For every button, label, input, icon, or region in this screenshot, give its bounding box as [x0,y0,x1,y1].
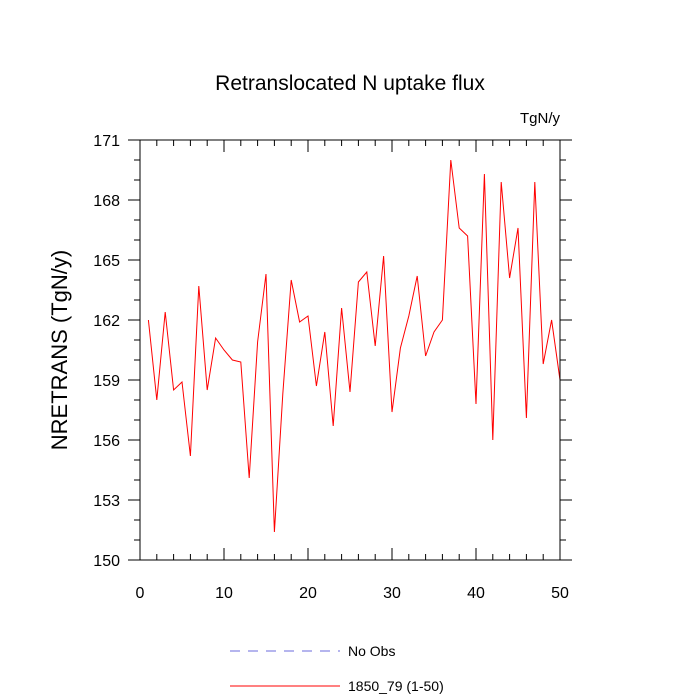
plot-frame [139,139,561,561]
x-tick-label: 30 [383,585,401,602]
y-tick-label: 171 [93,133,120,150]
legend-label: 1850_79 (1-50) [348,678,444,694]
tick-labels: 0 10 20 30 40 50 150 153 156 159 162 165 168 171 [93,133,569,602]
y-tick-label: 150 [93,553,120,570]
series-line [147,159,561,533]
legend: No Obs 1850_79 (1-50) [230,643,444,694]
axis-ticks [128,139,572,561]
y-tick-label: 153 [93,493,120,510]
x-tick-label: 50 [551,585,569,602]
y-tick-label: 156 [93,433,120,450]
x-tick-label: 40 [467,585,485,602]
chart-title: Retranslocated N uptake flux [215,72,485,95]
x-tick-label: 10 [215,585,233,602]
legend-label: No Obs [348,643,395,659]
y-tick-label: 162 [93,313,120,330]
y-tick-label: 159 [93,373,120,390]
y-tick-label: 165 [93,253,120,270]
y-tick-label: 168 [93,193,120,210]
y-axis-label: NRETRANS (TgN/y) [47,250,72,450]
x-tick-label: 20 [299,585,317,602]
x-tick-label: 0 [136,585,145,602]
plot-area [147,159,561,533]
units-label: TgN/y [520,110,561,127]
